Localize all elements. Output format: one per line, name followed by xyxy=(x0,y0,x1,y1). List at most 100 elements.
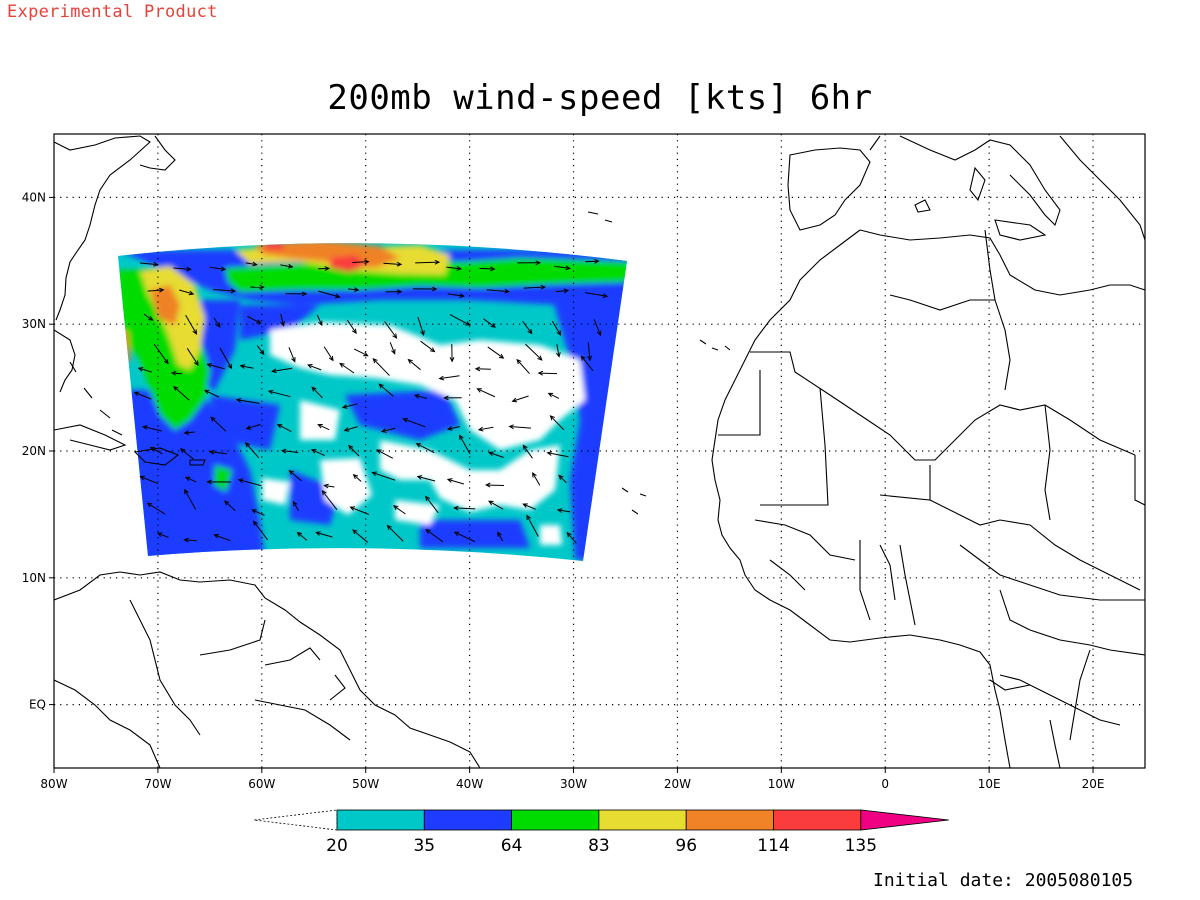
x-tick-label: 10E xyxy=(978,777,1001,791)
wind-arrow xyxy=(497,531,504,542)
wind-arrow xyxy=(245,261,258,267)
coastlines xyxy=(54,135,1145,768)
wind-arrow xyxy=(204,389,220,398)
wind-arrow xyxy=(173,385,190,401)
colorbar-swatch xyxy=(336,809,425,831)
colorbar-label: 114 xyxy=(757,836,789,856)
x-tick-label: 10W xyxy=(768,777,795,791)
wind-arrow xyxy=(585,292,609,299)
wind-arrow xyxy=(349,506,370,515)
wind-arrow xyxy=(385,289,403,295)
colorbar-swatch xyxy=(423,809,512,831)
wind-arrow xyxy=(486,288,510,294)
wind-arrow xyxy=(208,449,227,455)
initial-date-value: 2005080105 xyxy=(1024,870,1134,891)
wind-arrow xyxy=(311,386,323,399)
wind-arrow xyxy=(425,528,444,543)
wind-arrow xyxy=(446,425,460,431)
y-tick-label: 20N xyxy=(22,444,46,458)
wind-arrow xyxy=(555,344,561,358)
wind-arrow xyxy=(288,470,302,482)
wind-arrow xyxy=(348,444,360,457)
wind-arrow xyxy=(447,293,465,298)
wind-arrow xyxy=(146,502,166,515)
wind-arrow xyxy=(156,532,169,538)
colorbar-label: 35 xyxy=(413,836,435,856)
wind-arrow xyxy=(224,500,236,512)
wind-arrow xyxy=(252,520,269,541)
wind-arrow xyxy=(139,475,159,485)
wind-arrow xyxy=(310,449,325,457)
wind-arrow xyxy=(141,425,163,432)
wind-arrow xyxy=(179,448,194,460)
colorbar-above-triangle xyxy=(860,809,949,831)
wind-arrow xyxy=(372,358,390,376)
wind-arrow xyxy=(508,424,531,430)
wind-arrow xyxy=(353,348,369,357)
map-title: 200mb wind-speed [kts] 6hr xyxy=(327,78,873,118)
wind-arrow xyxy=(453,505,476,511)
wind-arrow xyxy=(206,479,232,485)
x-tick-label: 20E xyxy=(1082,777,1105,791)
x-tick-label: 20W xyxy=(664,777,691,791)
wind-arrow xyxy=(449,344,455,363)
colorbar-label: 96 xyxy=(675,836,697,856)
wind-arrow xyxy=(554,265,571,271)
wind-arrow xyxy=(547,392,560,399)
wind-arrow xyxy=(288,347,296,363)
wind-arrow xyxy=(235,397,260,404)
wind-vectors xyxy=(133,258,609,544)
wind-arrow xyxy=(185,314,198,335)
experimental-product-label: Experimental Product xyxy=(7,2,218,22)
wind-arrow xyxy=(449,314,471,326)
wind-arrow xyxy=(352,474,362,482)
y-tick-label: 40N xyxy=(22,190,46,204)
wind-arrow xyxy=(285,291,308,297)
wind-arrow xyxy=(532,472,541,486)
colorbar-label: 64 xyxy=(501,836,523,856)
x-tick-label: 50W xyxy=(352,777,379,791)
wind-arrow xyxy=(292,500,299,511)
wind-arrow xyxy=(184,476,197,483)
wind-arrow xyxy=(585,258,600,264)
wind-arrow xyxy=(446,478,465,485)
longitude-tick-labels: 80W 70W 60W 50W 40W 30W 20W 10W 0 10E 20E xyxy=(40,768,1104,791)
wind-arrow xyxy=(526,514,539,537)
wind-arrow xyxy=(525,343,543,361)
x-tick-label: 80W xyxy=(40,777,67,791)
wind-arrow xyxy=(443,395,462,401)
wind-arrow xyxy=(213,288,237,294)
wind-arrow xyxy=(558,474,567,483)
colorbar-below-triangle xyxy=(253,809,338,831)
wind-arrow xyxy=(416,475,436,482)
wind-arrow xyxy=(170,370,183,376)
wind-arrow xyxy=(318,266,330,271)
wind-arrow xyxy=(323,346,334,362)
wind-arrow xyxy=(133,391,152,400)
wind-arrow xyxy=(483,318,496,328)
x-tick-label: 70W xyxy=(144,777,171,791)
colorbar-label: 83 xyxy=(588,836,610,856)
wind-arrow xyxy=(247,315,262,324)
wind-arrow xyxy=(474,366,491,372)
wind-arrow xyxy=(384,321,398,339)
wind-arrow xyxy=(348,287,360,293)
wind-arrow xyxy=(415,259,441,265)
wind-arrow xyxy=(477,426,494,432)
y-tick-label: 10N xyxy=(22,571,46,585)
colorbar-swatch xyxy=(511,809,600,831)
wind-arrow xyxy=(341,403,358,409)
wind-arrow xyxy=(179,289,195,296)
wind-arrow xyxy=(593,319,602,337)
wind-arrow xyxy=(318,290,341,299)
x-tick-label: 30W xyxy=(560,777,587,791)
wind-arrow xyxy=(511,395,529,403)
wind-arrow xyxy=(209,266,227,272)
wind-arrow xyxy=(417,316,425,337)
wind-arrow xyxy=(316,314,323,327)
wind-arrow xyxy=(339,362,355,374)
latitude-tick-labels: 40N 30N 20N 10N EQ xyxy=(22,190,54,712)
wind-arrow xyxy=(352,529,368,543)
wind-arrow xyxy=(245,424,261,430)
colorbar-swatch xyxy=(598,809,687,831)
